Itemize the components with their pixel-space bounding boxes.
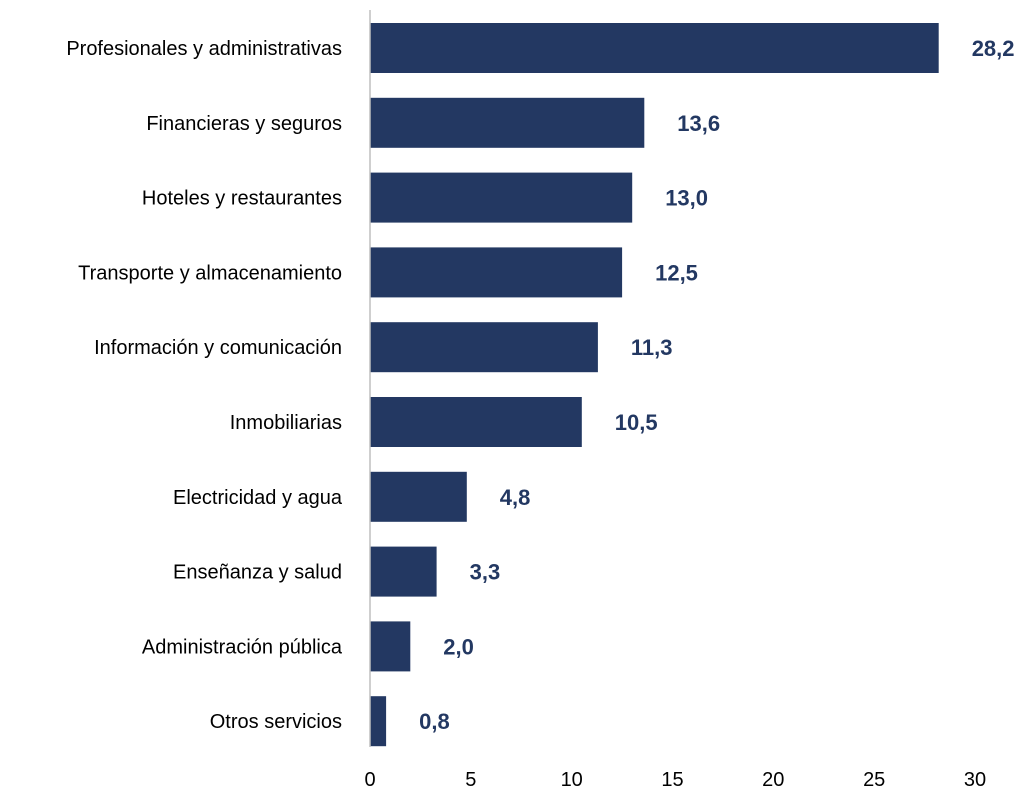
data-label: 13,6 (677, 111, 720, 136)
category-label: Electricidad y agua (173, 487, 343, 509)
bar (370, 621, 411, 672)
data-label: 10,5 (615, 410, 658, 435)
x-tick-labels: 0 5 10 15 20 25 30 (364, 769, 986, 791)
data-label: 2,0 (443, 634, 474, 659)
data-label: 28,2 (972, 36, 1015, 61)
bars-group (370, 23, 939, 747)
bar (370, 696, 387, 747)
category-label: Inmobiliarias (230, 412, 342, 434)
bar (370, 322, 598, 373)
x-tick-label: 30 (964, 769, 986, 791)
category-label: Hoteles y restaurantes (142, 188, 342, 210)
bar (370, 546, 437, 597)
data-label: 13,0 (665, 186, 708, 211)
bar (370, 471, 467, 522)
category-label: Transporte y almacenamiento (78, 262, 342, 284)
bar (370, 397, 582, 447)
category-label: Información y comunicación (94, 337, 342, 359)
bar (370, 172, 633, 223)
category-label: Financieras y seguros (146, 113, 342, 135)
category-label: Enseñanza y salud (173, 562, 342, 584)
x-tick-label: 5 (465, 769, 476, 791)
data-label: 4,8 (500, 485, 531, 510)
bar (370, 247, 623, 298)
x-tick-label: 15 (661, 769, 683, 791)
data-label: 3,3 (470, 560, 501, 585)
x-tick-label: 0 (364, 769, 375, 791)
data-label: 11,3 (631, 335, 673, 360)
value-labels: 28,2 13,6 13,0 12,5 11,3 10,5 4,8 3,3 2,0 0,8 (419, 36, 1014, 734)
x-tick-label: 20 (762, 769, 784, 791)
data-label: 12,5 (655, 260, 698, 285)
category-label: Otros servicios (210, 711, 342, 733)
category-labels: Profesionales y administrativas Financier… (66, 38, 343, 733)
bar (370, 97, 645, 148)
category-label: Profesionales y administrativas (66, 38, 342, 60)
x-tick-label: 25 (863, 769, 885, 791)
x-tick-label: 10 (561, 769, 583, 791)
bar (370, 23, 939, 73)
category-label: Administración pública (142, 636, 343, 658)
data-label: 0,8 (419, 709, 450, 734)
